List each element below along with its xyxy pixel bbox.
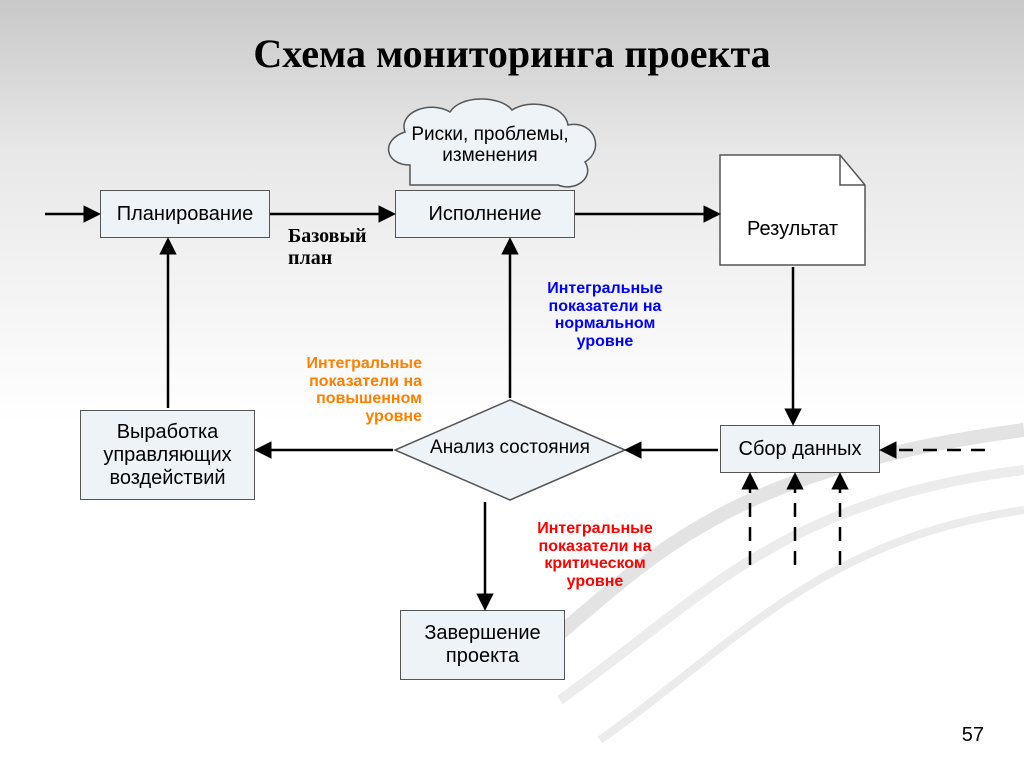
risks-cloud-label: Риски, проблемы,изменения <box>395 125 585 167</box>
label-elevated: Интегральныепоказатели наповышенномуровн… <box>282 355 422 425</box>
analysis-diamond-label: Анализ состояния <box>410 438 610 459</box>
node-gather: Сбор данных <box>720 425 880 473</box>
node-finish: Завершениепроекта <box>400 610 565 680</box>
label-critical: Интегральныепоказатели накритическомуров… <box>520 520 670 590</box>
node-execution: Исполнение <box>395 190 575 238</box>
node-planning: Планирование <box>100 190 270 238</box>
result-document-label: Результат <box>720 218 865 240</box>
node-develop: Выработкауправляющихвоздействий <box>80 410 255 500</box>
label-normal: Интегральныепоказатели нанормальномуровн… <box>530 280 680 350</box>
label-base-plan: Базовыйплан <box>288 225 367 269</box>
page-number: 57 <box>962 724 984 747</box>
page-title: Схема мониторинга проекта <box>0 30 1024 77</box>
